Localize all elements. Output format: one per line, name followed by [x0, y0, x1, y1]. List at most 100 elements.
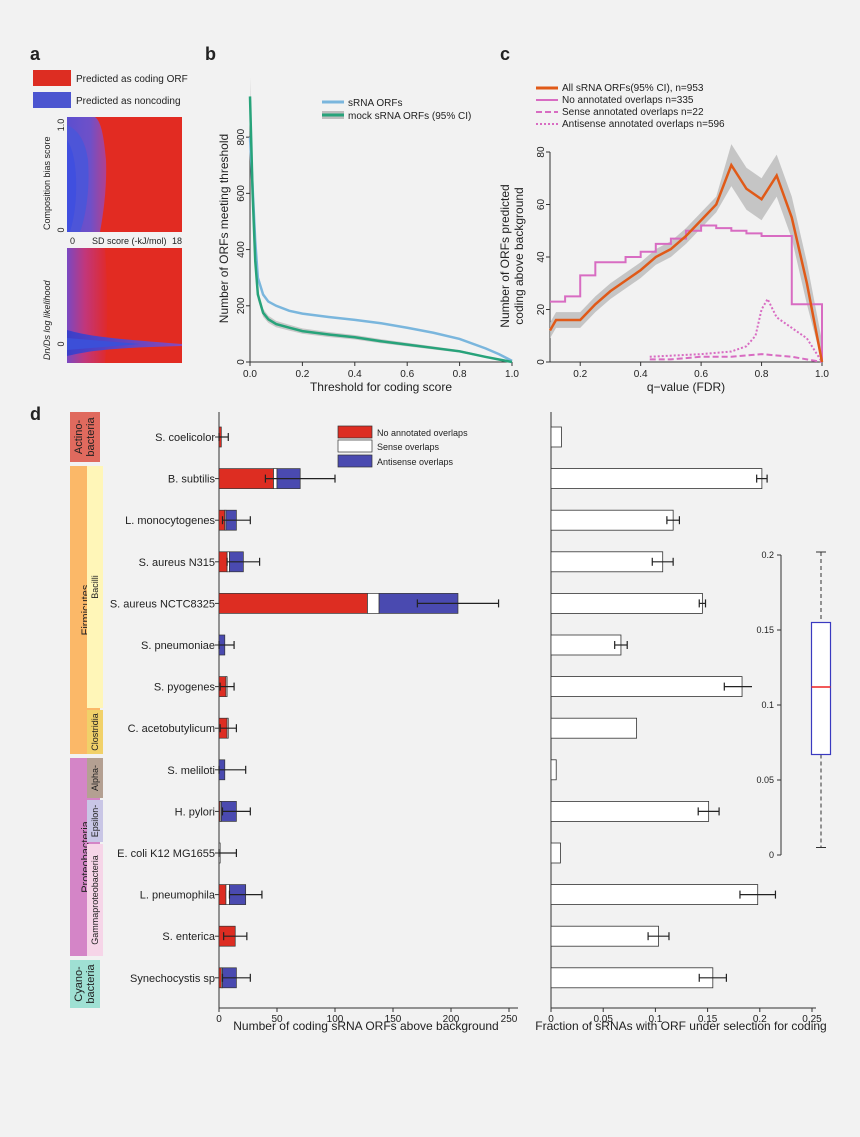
fraction-bar [550, 759, 557, 781]
all-ci-band [550, 144, 822, 362]
panel-label-c: c [500, 44, 510, 64]
line-antisense-overlaps [649, 296, 823, 363]
legend-swatch [337, 439, 373, 453]
y-tick-label: 800 [236, 128, 247, 145]
inset-background [752, 535, 857, 861]
y-tick-label: 60 [536, 199, 547, 211]
category-label: C. acetobutylicum [128, 723, 215, 735]
x-tick-label: 0.0 [243, 369, 257, 380]
dnds-axis-label: Dn/Ds log likelihood [42, 279, 52, 360]
panel-c-chart: 0 20 40 60 80 0.2 0.4 0.6 0.8 1.0 q−value (FDR) Num… [498, 83, 829, 394]
x-axis-label: q−value (FDR) [647, 380, 725, 394]
panel-b-chart: 0 200 400 600 800 0.0 0.2 0.4 0.6 0.8 1.0 Threshold… [217, 77, 519, 394]
class-band [87, 844, 103, 956]
fraction-bar [550, 717, 638, 739]
category-label: S. pyogenes [154, 682, 216, 694]
heatmap-dnds [67, 248, 182, 363]
phylum-label-line1: Cyano- [73, 966, 85, 1002]
x-tick-label: 0.6 [694, 369, 708, 380]
x-tick-label: 0.25 [802, 1014, 822, 1025]
legend-label-3: Antisense annotated overlaps n=596 [562, 119, 725, 130]
fraction-bar [550, 842, 561, 864]
x-tick-label: 150 [385, 1014, 402, 1025]
x-tick-label: 0.15 [698, 1014, 718, 1025]
category-label: S. coelicolor [155, 432, 215, 444]
panel-label-b: b [205, 44, 216, 64]
dnds-ytick-0: 0 [56, 341, 66, 346]
box-iqr [810, 621, 832, 756]
category-label: S. aureus N315 [139, 557, 215, 569]
heatmap-composition-bias [67, 117, 182, 232]
legend-swatch [337, 425, 373, 439]
legend-label-1: No annotated overlaps n=335 [562, 95, 694, 106]
legend-label: Antisense overlaps [377, 457, 454, 467]
x-axis-label: Number of coding sRNA ORFs above backgro… [233, 1019, 498, 1033]
y-tick-label: 600 [236, 185, 247, 202]
legend-swatch-noncoding [33, 92, 71, 108]
inset-y-tick-label: 0.2 [761, 550, 774, 560]
x-tick-label: 0.2 [753, 1014, 767, 1025]
class-label: Bacilli [90, 575, 100, 599]
y-axis-label-line2: coding above background [512, 187, 526, 324]
fraction-bar [550, 426, 562, 448]
category-label: Synechocystis sp [130, 973, 215, 985]
category-label: S. enterica [162, 931, 215, 943]
x-tick-label: 0.05 [593, 1014, 613, 1025]
x-tick-label: 1.0 [505, 369, 519, 380]
legend-label-0: All sRNA ORFs(95% CI), n=953 [562, 83, 704, 94]
panel-label-a: a [30, 44, 41, 64]
class-band [87, 800, 103, 842]
y-tick-label: 0 [236, 359, 247, 365]
bar-segment-no-annotated-overlaps [218, 551, 228, 573]
fraction-bar [550, 925, 659, 947]
fraction-bar [550, 884, 759, 905]
y-axis-label-line1: Number of ORFs predicted [498, 184, 512, 327]
line-srna-orfs [248, 137, 513, 362]
fraction-bar [550, 634, 622, 656]
bar-segment-no-annotated-overlaps [218, 884, 227, 905]
category-label: L. pneumophila [140, 890, 216, 902]
legend-label-noncoding: Predicted as noncoding [76, 96, 181, 107]
fraction-bar [550, 509, 674, 531]
category-label: S. aureus NCTC8325 [110, 598, 215, 610]
y-tick-label: 200 [236, 297, 247, 314]
y-axis-label: Number of ORFs meeting threshold [217, 134, 231, 323]
x-tick-label: 200 [443, 1014, 460, 1025]
legend-label-2: Sense annotated overlaps n=22 [562, 107, 704, 118]
legend-label: Sense overlaps [377, 442, 440, 452]
x-tick-label: 0.8 [755, 369, 769, 380]
fraction-bar [550, 551, 664, 573]
legend-swatch [337, 454, 373, 468]
x-tick-label: 0.2 [295, 369, 309, 380]
taxonomy-sidebar: Actino-bacteriaFirmicutesProteobacteriaC… [70, 412, 103, 1008]
category-label: B. subtilis [168, 474, 216, 486]
inset-y-tick-label: 0 [769, 850, 774, 860]
composition-bias-axis-label: Composition bias score [42, 136, 52, 230]
fraction-bar [550, 801, 710, 822]
x-tick-label: 0.6 [400, 369, 414, 380]
bar-segment-sense-overlaps [367, 593, 380, 614]
inset-y-tick-label: 0.1 [761, 700, 774, 710]
y-tick-label: 20 [536, 304, 547, 316]
line-no-annotated-overlaps [550, 224, 823, 362]
class-band [87, 710, 103, 754]
phylum-band [70, 960, 100, 1008]
panel-d-inset-boxplot: 0 0.05 0.1 0.15 0.2 [752, 535, 857, 861]
y-tick-label: 0 [536, 359, 547, 365]
x-tick-label: 0.4 [348, 369, 362, 380]
category-label: S. meliloti [167, 765, 215, 777]
panel-label-d: d [30, 404, 41, 424]
y-tick-label: 80 [536, 146, 547, 158]
category-label: E. coli K12 MG1655 [117, 848, 215, 860]
x-tick-label: 100 [327, 1014, 344, 1025]
inset-y-tick-label: 0.15 [756, 625, 774, 635]
category-label: S. pneumoniae [141, 640, 215, 652]
class-label: Gammaproteobacteria [90, 855, 100, 945]
x-axis-label: Threshold for coding score [310, 380, 452, 394]
x-tick-label: 0 [216, 1014, 222, 1025]
legend-label: No annotated overlaps [377, 428, 468, 438]
panel-a: Predicted as coding ORF Predicted as non… [33, 70, 188, 363]
fraction-bar [550, 676, 743, 697]
